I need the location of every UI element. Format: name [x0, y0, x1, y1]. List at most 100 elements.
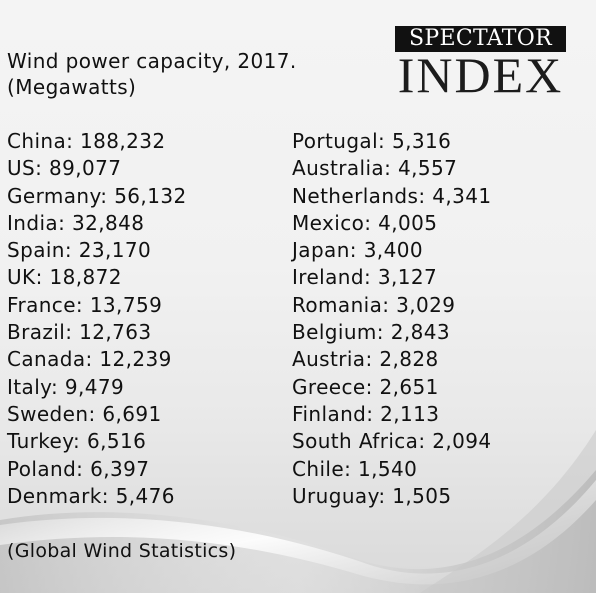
country-entry: Romania: 3,029	[292, 292, 492, 319]
entry-separator: :	[73, 429, 87, 454]
capacity-value: 89,077	[49, 156, 122, 181]
capacity-value: 4,005	[378, 210, 438, 235]
country-entry: Greece: 2,651	[292, 374, 492, 401]
country-entry: Finland: 2,113	[292, 401, 492, 428]
entry-separator: :	[85, 347, 100, 372]
country-name: Greece	[292, 374, 366, 399]
entry-separator: :	[418, 183, 433, 208]
capacity-value: 3,400	[363, 238, 423, 263]
entry-separator: :	[376, 320, 391, 345]
country-name: Sweden	[7, 401, 89, 426]
country-name: Romania	[292, 292, 383, 317]
entry-separator: :	[365, 347, 380, 372]
country-entry: Germany: 56,132	[7, 183, 187, 210]
country-entry: US: 89,077	[7, 155, 187, 182]
capacity-value: 2,113	[380, 401, 440, 426]
country-entry: South Africa: 2,094	[292, 428, 492, 455]
country-entry: Chile: 1,540	[292, 456, 492, 483]
country-entry: UK: 18,872	[7, 264, 187, 291]
entry-separator: :	[88, 401, 103, 426]
title-line-2: (Megawatts)	[7, 75, 137, 99]
entry-separator: :	[75, 292, 90, 317]
country-name: Chile	[292, 456, 345, 481]
country-entry: Italy: 9,479	[7, 374, 187, 401]
capacity-value: 188,232	[80, 129, 166, 153]
left-column-list: China: 188,232 US: 89,077 Germany: 56,132 I…	[7, 128, 187, 510]
entry-separator: :	[35, 156, 50, 181]
country-name: Germany	[7, 183, 101, 208]
entry-separator: :	[58, 210, 72, 235]
country-entry: Belgium: 2,843	[292, 319, 492, 346]
country-entry: France: 13,759	[7, 292, 187, 319]
entry-separator: :	[384, 156, 398, 181]
capacity-value: 3,029	[396, 292, 456, 317]
capacity-value: 2,843	[390, 320, 450, 345]
country-name: Spain	[7, 238, 65, 263]
country-entry: India: 32,848	[7, 210, 187, 237]
entry-separator: :	[100, 183, 115, 208]
entry-separator: :	[366, 401, 381, 426]
entry-separator: :	[64, 238, 79, 263]
country-entry: Denmark: 5,476	[7, 483, 187, 510]
country-entry: Portugal: 5,316	[292, 128, 492, 155]
country-entry: Turkey: 6,516	[7, 428, 187, 455]
entry-separator: :	[365, 374, 380, 399]
logo-bottom-text: INDEX	[397, 47, 564, 103]
entry-separator: :	[349, 238, 364, 263]
entry-separator: :	[378, 483, 393, 508]
entry-separator: :	[65, 320, 80, 345]
capacity-value: 3,127	[377, 265, 438, 290]
country-entry: Australia: 4,557	[292, 155, 492, 182]
country-entry: Austria: 2,828	[292, 346, 492, 373]
capacity-value: 56,132	[114, 183, 187, 208]
country-name: Canada	[7, 347, 86, 372]
country-name: Austria	[292, 347, 366, 372]
country-entry: Poland: 6,397	[7, 456, 187, 483]
capacity-value: 6,516	[86, 429, 147, 454]
country-name: China	[7, 129, 67, 153]
country-entry: China: 188,232	[7, 128, 187, 155]
capacity-value: 9,479	[64, 374, 125, 399]
country-name: Australia	[292, 156, 385, 181]
country-name: UK	[7, 265, 36, 290]
country-name: India	[7, 210, 59, 235]
country-entry: Sweden: 6,691	[7, 401, 187, 428]
capacity-value: 23,170	[78, 238, 152, 263]
entry-separator: :	[35, 265, 50, 290]
country-name: Portugal	[292, 129, 379, 153]
country-name: Ireland	[292, 265, 364, 290]
country-name: Turkey	[7, 429, 74, 454]
country-entry: Mexico: 4,005	[292, 210, 492, 237]
entry-separator: :	[364, 210, 379, 235]
country-entry: Spain: 23,170	[7, 237, 187, 264]
country-name: Brazil	[7, 320, 66, 345]
country-name: Finland	[292, 401, 367, 426]
country-entry: Ireland: 3,127	[292, 264, 492, 291]
title-line-1: Wind power capacity, 2017.	[7, 49, 297, 73]
entry-separator: :	[418, 429, 433, 454]
entry-separator: :	[66, 129, 81, 153]
right-column-list: Portugal: 5,316 Australia: 4,557 Netherlan…	[292, 128, 492, 510]
capacity-value: 12,763	[79, 320, 152, 345]
country-entry: Canada: 12,239	[7, 346, 187, 373]
country-entry: Japan: 3,400	[292, 237, 492, 264]
entry-separator: :	[344, 456, 358, 481]
logo-top-text: SPECTATOR	[395, 26, 566, 52]
capacity-value: 2,828	[379, 347, 439, 372]
capacity-value: 6,397	[90, 456, 150, 481]
capacity-value: 1,540	[357, 456, 418, 481]
capacity-value: 1,505	[392, 483, 452, 508]
capacity-value: 5,476	[115, 483, 175, 508]
source-note: (Global Wind Statistics)	[7, 540, 237, 562]
capacity-value: 13,759	[89, 292, 163, 317]
capacity-value: 4,557	[397, 156, 458, 181]
entry-separator: :	[378, 129, 392, 153]
capacity-value: 2,094	[432, 429, 492, 454]
entry-separator: :	[76, 456, 91, 481]
capacity-value: 6,691	[102, 401, 162, 426]
country-entry: Uruguay: 1,505	[292, 483, 492, 510]
country-name: Denmark	[7, 483, 102, 508]
country-name: South Africa	[292, 429, 419, 454]
country-name: Uruguay	[292, 483, 379, 508]
capacity-value: 18,872	[49, 265, 122, 290]
